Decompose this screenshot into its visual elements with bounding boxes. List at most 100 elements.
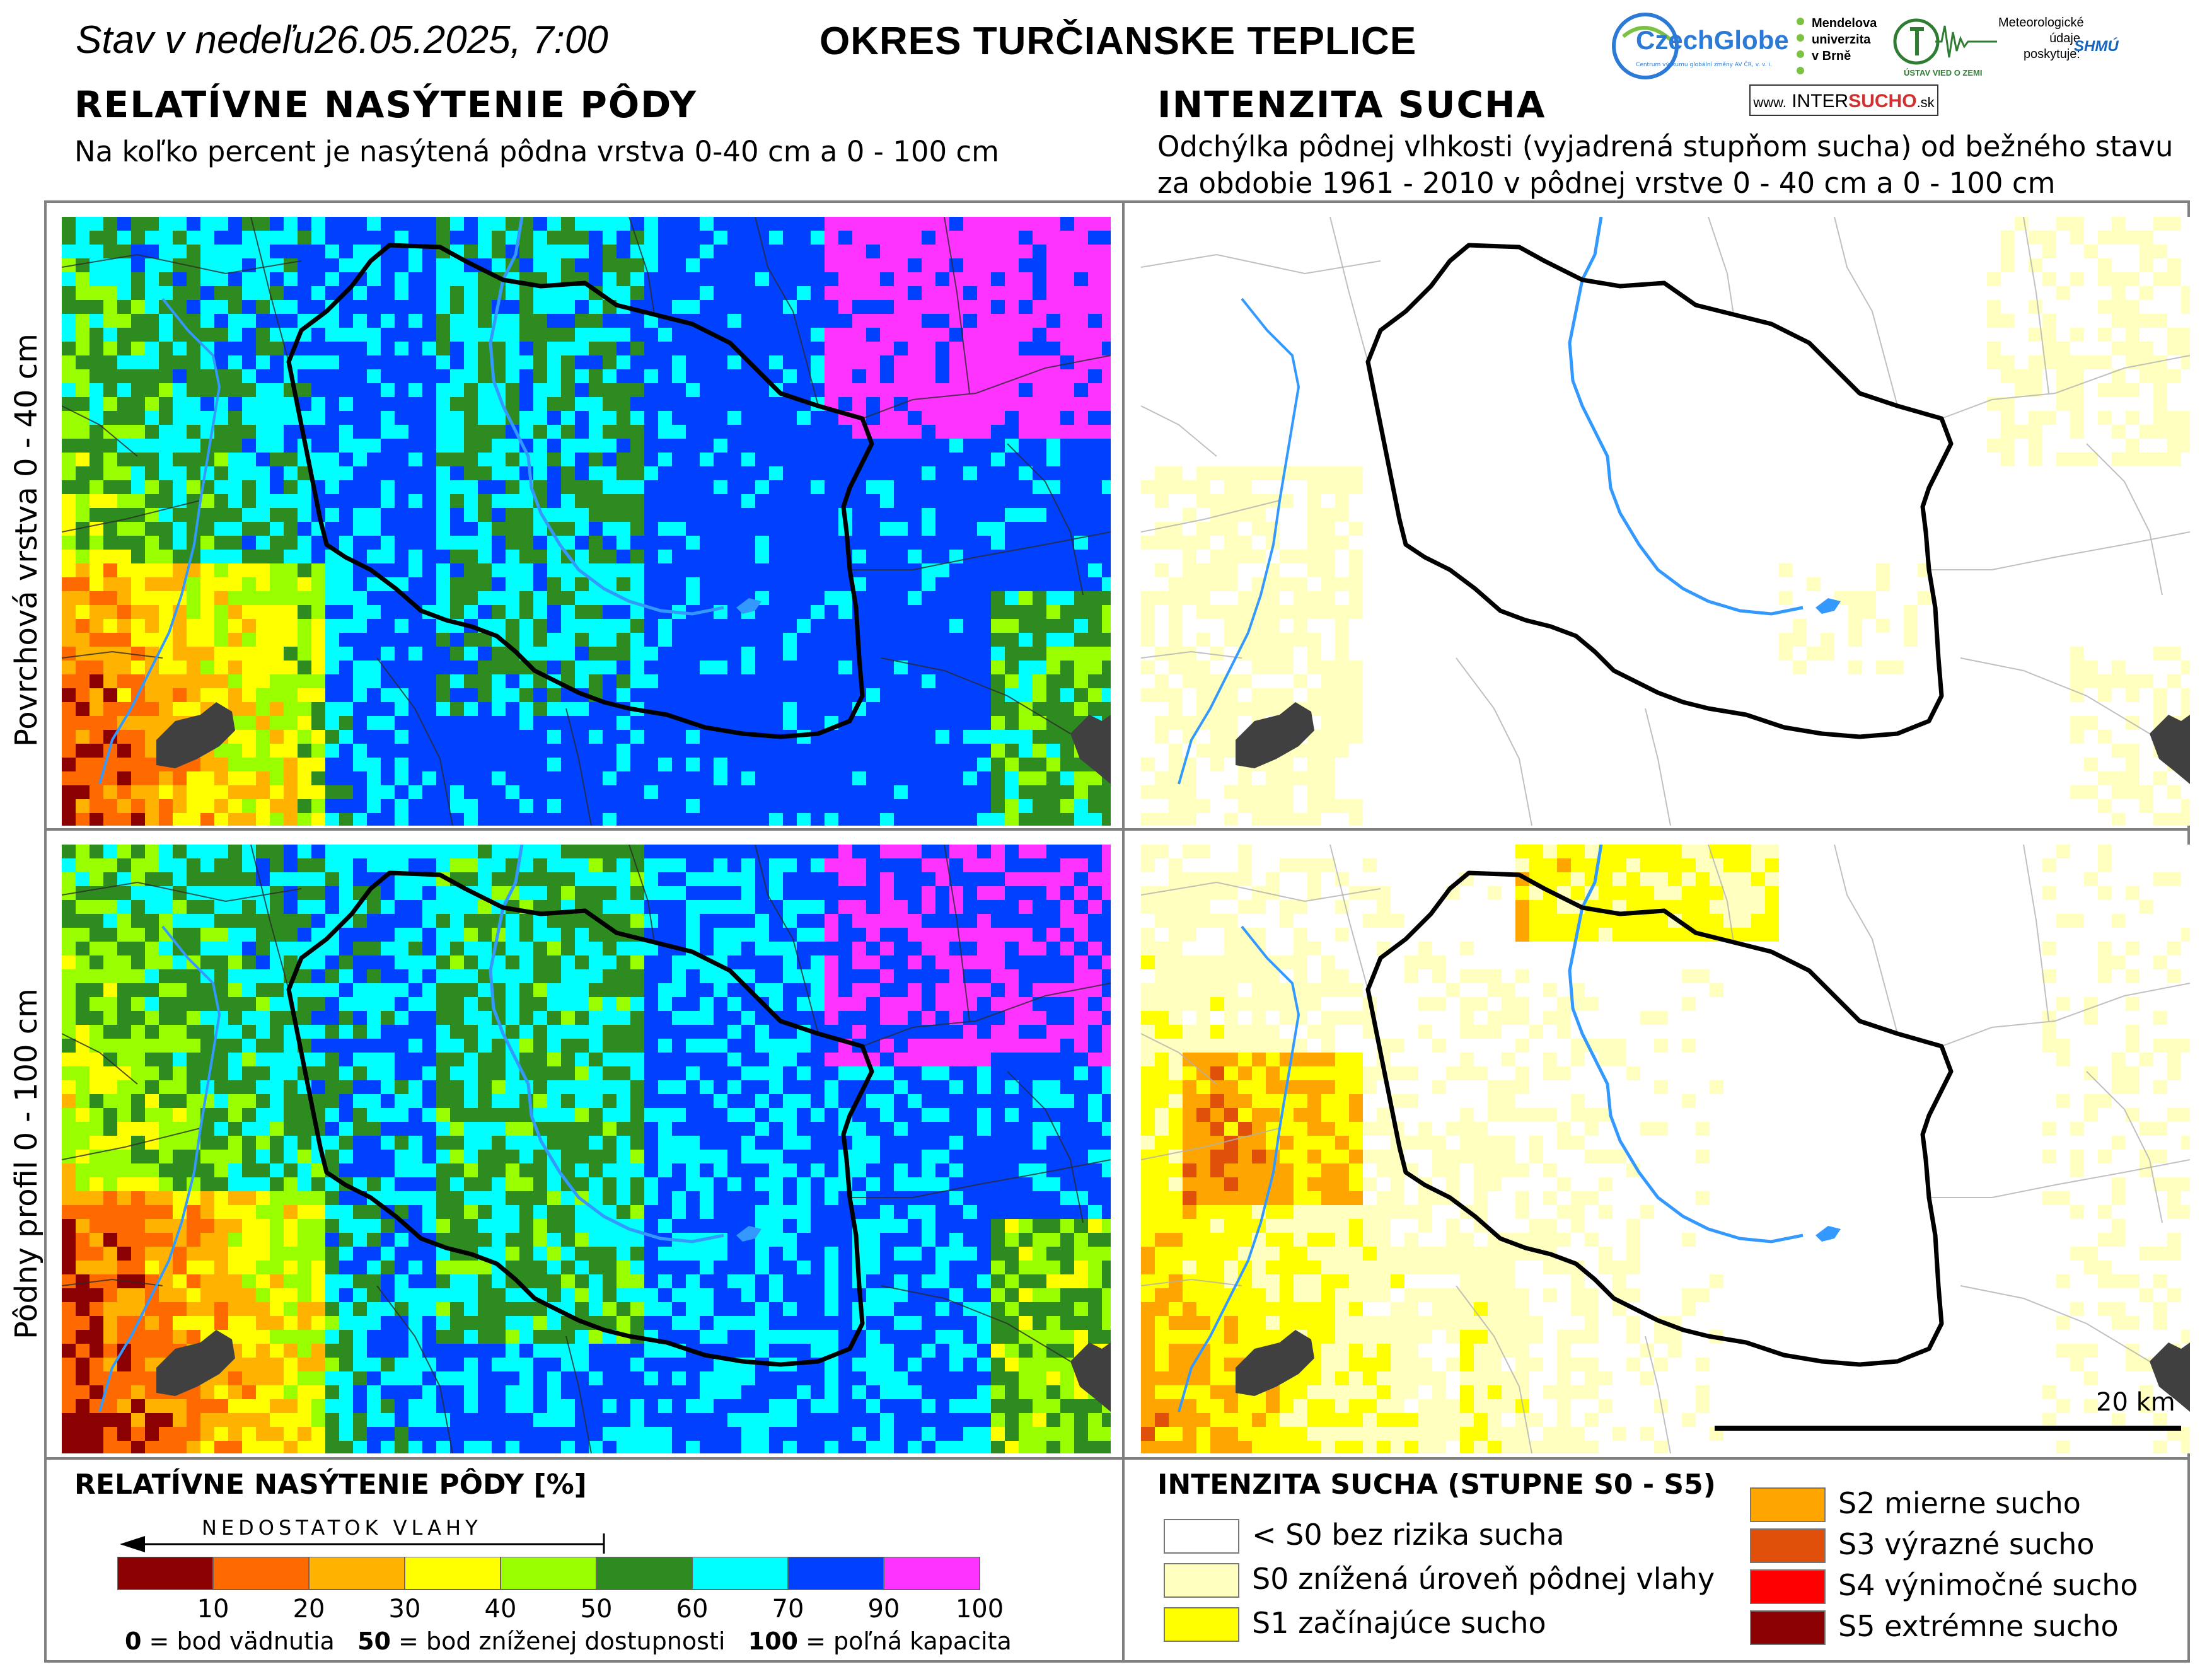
- map-cell: [658, 466, 672, 480]
- map-cell: [1959, 369, 1973, 383]
- map-cell: [214, 411, 228, 425]
- map-cell: [1890, 314, 1904, 328]
- map-cell: [658, 217, 672, 231]
- map-cell: [908, 563, 922, 577]
- map-cell: [1005, 286, 1019, 300]
- map-cell: [686, 536, 700, 550]
- map-cell: [1391, 245, 1404, 258]
- map-cell: [880, 494, 894, 508]
- map-cell: [381, 397, 395, 411]
- map-cell: [1046, 272, 1060, 286]
- map-cell: [1862, 286, 1876, 300]
- map-cell: [478, 411, 492, 425]
- map-cell: [450, 813, 464, 826]
- map-cell: [1141, 369, 1155, 383]
- map-cell: [783, 508, 797, 522]
- map-cell: [1266, 258, 1280, 272]
- map-cell: [145, 342, 159, 355]
- map-cell: [1210, 397, 1224, 411]
- map-cell: [1834, 300, 1848, 314]
- map-cell: [741, 536, 755, 550]
- map-cell: [339, 633, 353, 647]
- map-cell: [1321, 286, 1335, 300]
- map-cell: [298, 758, 311, 771]
- map-cell: [242, 730, 256, 744]
- map-cell: [1543, 314, 1557, 328]
- map-cell: [325, 383, 339, 397]
- map-cell: [117, 286, 131, 300]
- map-cell: [1196, 383, 1210, 397]
- map-cell: [949, 480, 963, 494]
- map-cell: [1654, 231, 1668, 245]
- map-cell: [630, 245, 644, 258]
- map-cell: [325, 688, 339, 702]
- map-cell: [395, 647, 408, 661]
- map-cell: [1543, 217, 1557, 231]
- map-saturation-topsoil[interactable]: [62, 217, 1111, 826]
- map-cell: [1252, 453, 1266, 466]
- map-cell: [1862, 272, 1876, 286]
- map-cell: [90, 397, 103, 411]
- map-cell: [1502, 355, 1515, 369]
- map-cell: [1005, 813, 1019, 826]
- map-cell: [450, 314, 464, 328]
- map-cell: [270, 314, 284, 328]
- map-cell: [1005, 480, 1019, 494]
- map-cell: [575, 661, 589, 674]
- map-cell: [838, 300, 852, 314]
- map-cell: [922, 355, 935, 369]
- map-cell: [2084, 494, 2098, 508]
- map-cell: [1377, 342, 1391, 355]
- map-cell: [173, 217, 187, 231]
- map-drought-topsoil[interactable]: [1141, 217, 2190, 826]
- map-cell: [506, 799, 519, 813]
- map-cell: [1973, 231, 1987, 245]
- map-cell: [1280, 217, 1294, 231]
- map-cell: [256, 619, 270, 633]
- map-cell: [214, 494, 228, 508]
- map-cell: [422, 508, 436, 522]
- map-cell: [1723, 355, 1737, 369]
- map-cell: [1723, 425, 1737, 439]
- map-cell: [589, 397, 603, 411]
- map-cell: [700, 633, 714, 647]
- map-cell: [1005, 799, 1019, 813]
- panel-divider-horizontal: [44, 828, 2190, 831]
- map-cell: [103, 508, 117, 522]
- map-cell: [922, 397, 935, 411]
- map-cell: [617, 231, 630, 245]
- map-cell: [783, 550, 797, 563]
- map-cell: [769, 619, 783, 633]
- map-cell: [1807, 355, 1821, 369]
- map-cell: [1959, 480, 1973, 494]
- map-cell: [922, 716, 935, 730]
- map-cell: [714, 453, 727, 466]
- map-cell: [2070, 342, 2084, 355]
- map-cell: [783, 633, 797, 647]
- map-cell: [1904, 411, 1918, 425]
- map-cell: [963, 702, 977, 716]
- map-cell: [1543, 300, 1557, 314]
- map-cell: [1571, 328, 1585, 342]
- map-cell: [783, 245, 797, 258]
- map-cell: [852, 355, 866, 369]
- map-cell: [1890, 342, 1904, 355]
- map-cell: [145, 522, 159, 536]
- map-cell: [284, 480, 298, 494]
- map-cell: [339, 231, 353, 245]
- map-cell: [603, 577, 617, 591]
- map-cell: [145, 508, 159, 522]
- map-cell: [270, 563, 284, 577]
- map-cell: [561, 328, 575, 342]
- map-cell: [367, 647, 381, 661]
- map-cell: [2098, 231, 2112, 245]
- map-cell: [2153, 411, 2167, 425]
- map-cell: [658, 633, 672, 647]
- map-cell: [381, 702, 395, 716]
- map-cell: [506, 508, 519, 522]
- map-cell: [922, 702, 935, 716]
- map-cell: [2056, 480, 2070, 494]
- map-cell: [519, 605, 533, 619]
- map-cell: [478, 217, 492, 231]
- map-cell: [963, 605, 977, 619]
